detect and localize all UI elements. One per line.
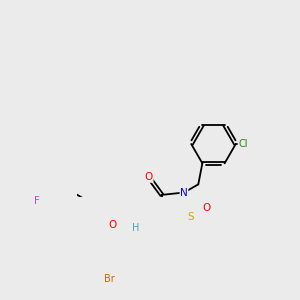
Text: H: H [132,223,140,233]
Text: Cl: Cl [238,139,248,149]
Text: O: O [145,172,153,182]
Text: F: F [34,196,40,206]
Text: S: S [188,212,194,222]
Text: Br: Br [104,274,115,284]
Text: O: O [108,220,116,230]
Text: O: O [202,203,210,213]
Text: N: N [180,188,188,197]
